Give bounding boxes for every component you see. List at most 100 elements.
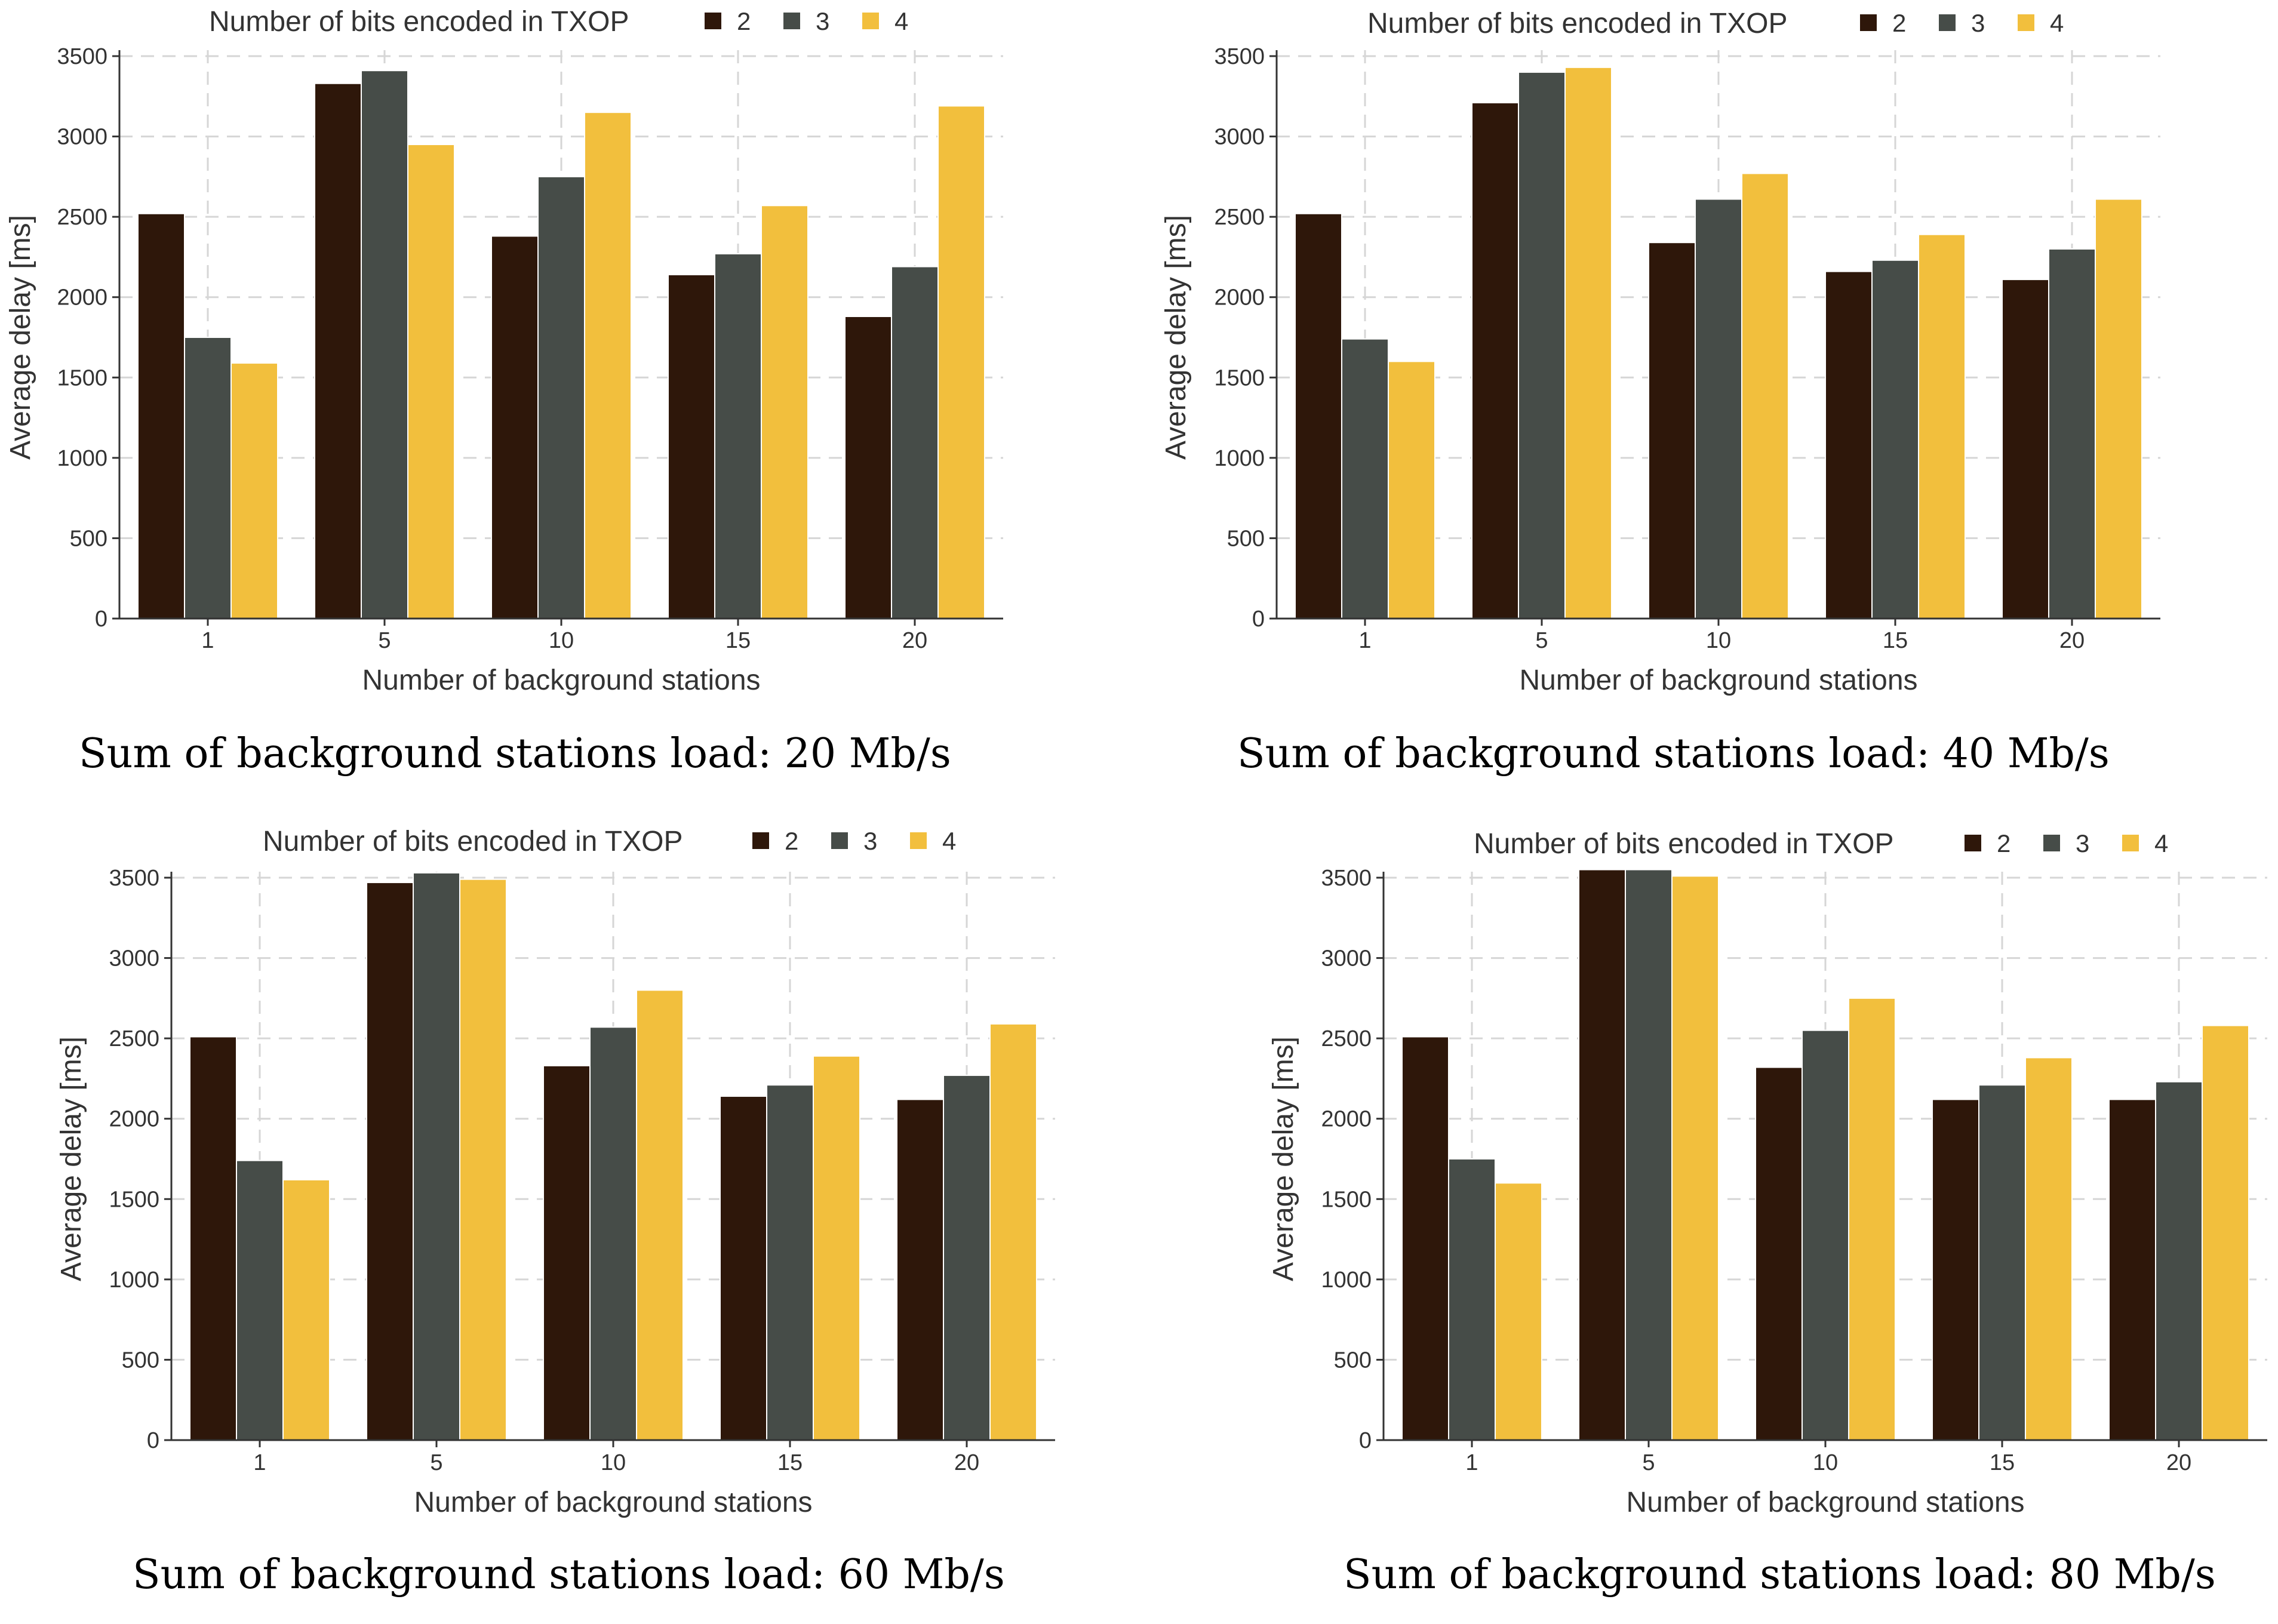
y-axis-title: Average delay [ms] [1160, 215, 1192, 460]
x-tick-label: 10 [1813, 1450, 1838, 1475]
y-tick-label: 3500 [1214, 44, 1265, 69]
y-tick-label: 0 [95, 607, 107, 632]
bar-series-3-cat-15 [1978, 1084, 2026, 1441]
panel-caption: Sum of background stations load: 80 Mb/s [1344, 1551, 2216, 1598]
legend-swatch-4 [862, 13, 879, 29]
bar-series-2-cat-10 [1648, 242, 1696, 620]
y-tick-label: 1000 [57, 446, 107, 471]
y-axis-title: Average delay [ms] [5, 215, 36, 460]
bar-series-2-cat-1 [1295, 213, 1342, 619]
bar-series-2-cat-20 [2002, 279, 2049, 619]
y-tick-label: 2500 [1214, 205, 1265, 230]
y-tick-label: 1500 [1214, 365, 1265, 390]
legend-label-2: 2 [1892, 9, 1906, 37]
y-axis-title: Average delay [ms] [1268, 1036, 1299, 1281]
bar-series-3-cat-1 [1341, 338, 1389, 619]
legend-swatch-3 [831, 832, 848, 849]
bar-series-4-cat-10 [636, 989, 684, 1441]
bar-series-4-cat-1 [1495, 1182, 1542, 1441]
bar-series-4-cat-15 [2025, 1057, 2073, 1441]
bar-series-2-cat-20 [2108, 1099, 2156, 1441]
x-tick-label: 15 [1883, 628, 1908, 653]
bar-series-2-cat-5 [366, 882, 414, 1441]
legend-swatch-2 [1965, 835, 1981, 851]
x-axis-title: Number of background stations [414, 1487, 812, 1518]
legend-title: Number of bits encoded in TXOP [263, 826, 683, 857]
bar-series-2-cat-15 [1932, 1099, 1979, 1441]
y-tick-label: 3500 [57, 44, 107, 69]
y-tick-label: 2500 [57, 205, 107, 230]
y-tick-label: 1500 [57, 365, 107, 390]
legend-label-3: 3 [1971, 9, 1985, 37]
bar-series-3-cat-15 [1871, 259, 1919, 620]
x-tick-label: 15 [777, 1450, 803, 1475]
y-tick-label: 0 [147, 1428, 159, 1453]
bar-series-4-cat-10 [1848, 997, 1896, 1441]
x-tick-label: 20 [954, 1450, 979, 1475]
y-tick-label: 2000 [1214, 285, 1265, 310]
bar-series-2-cat-15 [668, 274, 715, 619]
legend-label-3: 3 [816, 7, 829, 35]
y-tick-label: 3500 [1321, 866, 1372, 891]
bar-series-3-cat-1 [184, 337, 232, 619]
y-tick-label: 500 [122, 1348, 159, 1373]
bar-series-3-cat-10 [1802, 1029, 1849, 1441]
legend-label-4: 4 [2050, 9, 2064, 37]
x-tick-label: 10 [1706, 628, 1731, 653]
y-tick-label: 1000 [1321, 1268, 1372, 1293]
x-tick-label: 20 [902, 628, 927, 653]
x-tick-label: 20 [2059, 628, 2085, 653]
y-tick-label: 1000 [1214, 446, 1265, 471]
bar-series-4-cat-15 [761, 205, 808, 619]
legend-label-2: 2 [737, 7, 751, 35]
legend-title: Number of bits encoded in TXOP [1474, 828, 1893, 860]
bar-series-3-cat-15 [766, 1084, 814, 1441]
y-tick-label: 2000 [57, 285, 107, 310]
bar-series-3-cat-20 [2048, 248, 2096, 619]
x-tick-label: 1 [1358, 628, 1371, 653]
x-axis-title: Number of background stations [1519, 665, 1917, 696]
bar-series-3-cat-1 [236, 1159, 284, 1441]
bar-series-3-cat-5 [413, 872, 460, 1441]
legend-title: Number of bits encoded in TXOP [209, 6, 629, 38]
bar-series-3-cat-1 [1448, 1158, 1496, 1441]
legend-swatch-4 [2122, 835, 2139, 851]
bar-series-2-cat-5 [1578, 869, 1626, 1441]
legend-swatch-2 [752, 832, 769, 849]
bar-series-4-cat-20 [937, 105, 985, 620]
bar-series-2-cat-1 [1401, 1036, 1449, 1441]
bar-series-4-cat-5 [459, 878, 507, 1441]
x-tick-label: 1 [253, 1450, 266, 1475]
x-tick-label: 1 [1465, 1450, 1478, 1475]
y-tick-label: 3000 [1321, 946, 1372, 971]
y-tick-label: 1500 [1321, 1187, 1372, 1212]
bar-series-4-cat-5 [1564, 66, 1612, 619]
y-tick-label: 2500 [1321, 1026, 1372, 1051]
bar-series-2-cat-20 [896, 1099, 944, 1441]
legend-swatch-2 [705, 13, 721, 29]
y-tick-label: 500 [70, 526, 107, 551]
bar-series-4-cat-1 [1388, 361, 1435, 619]
bar-series-4-cat-1 [230, 362, 278, 619]
legend-swatch-3 [1939, 14, 1956, 31]
legend-swatch-3 [2043, 835, 2060, 851]
bar-series-4-cat-15 [813, 1055, 860, 1441]
panel-caption: Sum of background stations load: 60 Mb/s [133, 1551, 1005, 1598]
x-tick-label: 5 [1535, 628, 1548, 653]
y-tick-label: 1500 [109, 1187, 159, 1212]
bar-series-4-cat-10 [1741, 173, 1789, 619]
y-tick-label: 2000 [1321, 1107, 1372, 1132]
x-tick-label: 5 [378, 628, 391, 653]
legend-label-3: 3 [863, 827, 877, 855]
x-tick-label: 15 [725, 628, 751, 653]
bar-series-4-cat-5 [1671, 875, 1719, 1441]
x-axis-title: Number of background stations [362, 665, 760, 696]
x-tick-label: 5 [1642, 1450, 1655, 1475]
y-tick-label: 3500 [109, 866, 159, 891]
legend-label-4: 4 [942, 827, 956, 855]
legend-swatch-4 [910, 832, 927, 849]
y-tick-label: 0 [1359, 1428, 1372, 1453]
